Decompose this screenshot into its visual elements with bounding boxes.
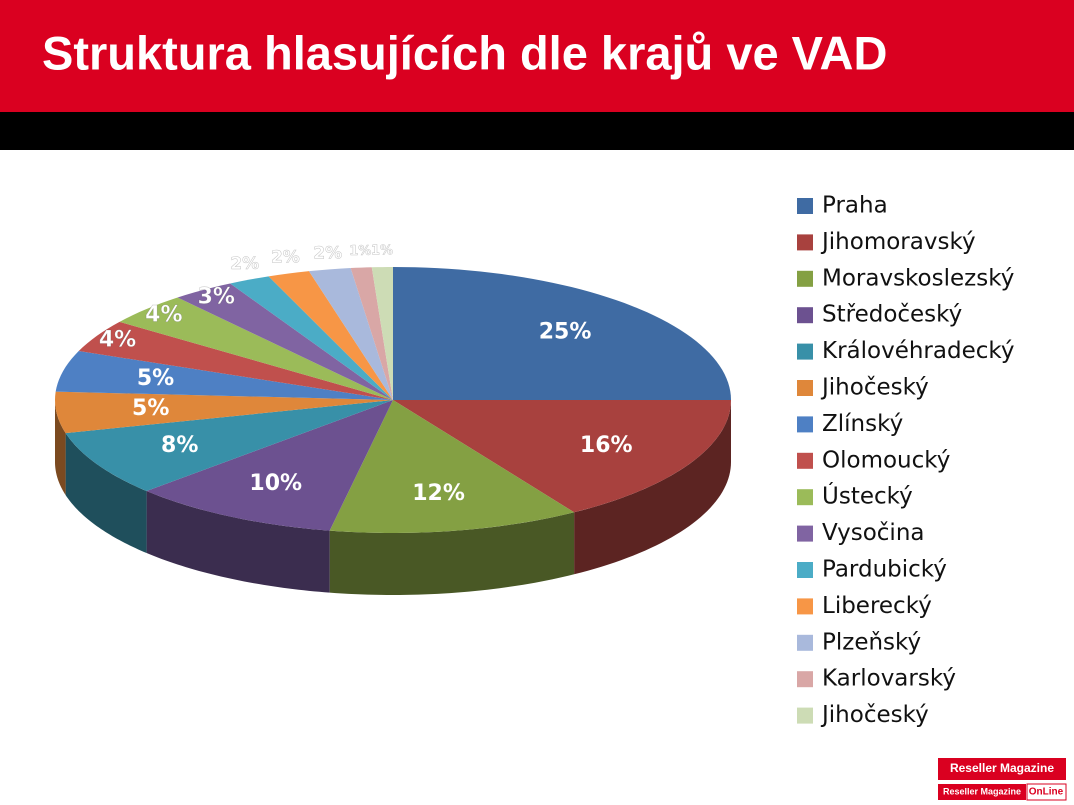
slice [371, 267, 393, 400]
logo-text: OnLine [1029, 787, 1064, 798]
slice [55, 351, 394, 400]
legend-swatch [797, 234, 813, 251]
logo-box [938, 784, 1026, 800]
slice [55, 391, 393, 434]
legend-swatch [797, 489, 813, 506]
legend-label: Pardubický [822, 557, 947, 583]
legend-label: Plzeňský [822, 629, 921, 655]
slice-side [146, 491, 330, 593]
data-label: 25% [539, 319, 592, 344]
slice-side [55, 400, 66, 496]
legend-swatch [797, 671, 813, 688]
slice [268, 271, 393, 400]
slice [393, 400, 731, 513]
legend-label: Královéhradecký [822, 338, 1015, 364]
slice-side [65, 433, 147, 554]
legend-label: Praha [822, 193, 888, 219]
legend-label: Jihočeský [820, 375, 929, 401]
data-label: 3% [198, 285, 235, 310]
data-label: 16% [580, 433, 633, 458]
data-label: 5% [137, 366, 174, 391]
data-label: 4% [145, 302, 182, 327]
legend-swatch [797, 307, 813, 324]
data-label: 8% [161, 433, 198, 458]
slice [393, 267, 731, 400]
chart-title: Struktura hlasujících dle krajů ve VAD [42, 26, 887, 79]
legend-swatch [797, 525, 813, 542]
slice [65, 400, 393, 492]
legend-swatch [797, 598, 813, 615]
legend-swatch [797, 198, 813, 214]
data-label: 2% [271, 248, 300, 268]
legend-swatch [797, 634, 813, 651]
logo-text: Reseller Magazine [943, 786, 1021, 796]
data-label: 1% [371, 244, 393, 259]
legend-label: Jihomoravský [820, 229, 976, 255]
legend-label: Jihočeský [820, 702, 929, 728]
legend-swatch [797, 416, 813, 433]
header-stripe [0, 112, 1074, 150]
slice-side [574, 400, 731, 575]
slice [230, 276, 393, 400]
data-label: 5% [132, 396, 169, 421]
legend-label: Vysočina [822, 520, 925, 546]
data-label: 12% [412, 481, 465, 506]
logo-badge [1026, 783, 1067, 801]
data-label: 10% [249, 471, 302, 496]
legend-swatch [797, 270, 813, 287]
legend-label: Zlínský [822, 411, 903, 437]
legend-swatch [797, 452, 813, 469]
slice [146, 400, 393, 531]
legend-label: Ústecký [822, 482, 913, 510]
logo-text: Reseller Magazine [950, 761, 1054, 775]
slice [308, 268, 393, 400]
legend-label: Karlovarský [822, 666, 956, 692]
slice-side [329, 512, 575, 595]
legend-label: Liberecký [822, 593, 932, 619]
data-label: 4% [99, 327, 136, 352]
data-label: 1% [349, 244, 371, 259]
slice [78, 321, 394, 400]
logo-box [938, 758, 1066, 780]
data-label: 2% [313, 243, 342, 263]
legend-swatch [797, 562, 813, 578]
slice [350, 267, 393, 400]
legend-swatch [797, 380, 813, 396]
legend-label: Středočeský [822, 302, 962, 328]
header-band [0, 0, 1074, 112]
slice [177, 283, 393, 400]
data-label: 2% [230, 254, 259, 274]
legend-swatch [797, 343, 813, 360]
legend-label: Moravskoslezský [822, 265, 1014, 291]
legend-label: Olomoucký [822, 447, 950, 473]
slice [119, 297, 394, 400]
slice [329, 400, 575, 533]
legend-swatch [797, 707, 813, 724]
